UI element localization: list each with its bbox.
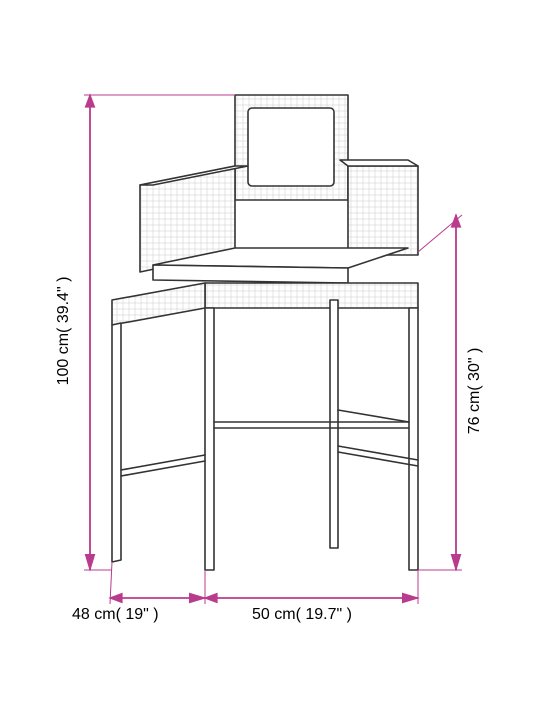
dim-width: 50 cm( 19.7" ) xyxy=(252,606,352,624)
diagram-canvas: 100 cm( 39.4" ) 76 cm( 30" ) 48 cm( 19" … xyxy=(0,0,540,720)
dim-height-seat: 76 cm( 30" ) xyxy=(466,331,484,451)
dim-height-total: 100 cm( 39.4" ) xyxy=(55,261,73,401)
dim-depth: 48 cm( 19" ) xyxy=(72,606,159,624)
